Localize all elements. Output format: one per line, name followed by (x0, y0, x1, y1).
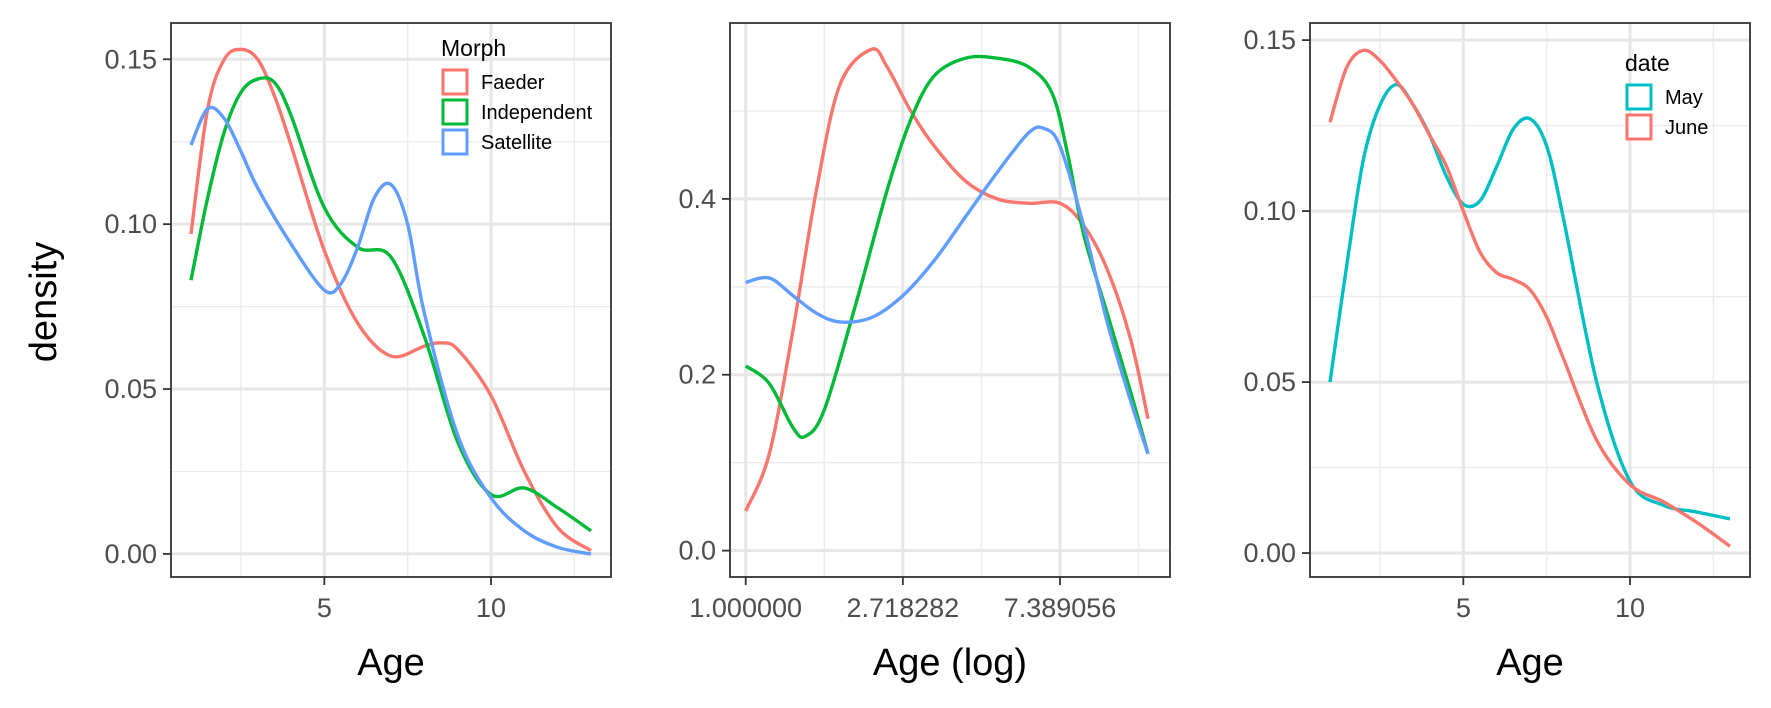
panel-3-x-tick-label: 5 (1456, 593, 1471, 623)
panel-1-plot-background (171, 23, 611, 577)
panel-1-legend-label-satellite: Satellite (481, 132, 552, 154)
panel-2-panel-border (729, 22, 1171, 578)
panel-1: 0.00 0.05 0.10 0.15 5 10 Age Morph Faeder Indepen… (104, 22, 612, 684)
panel-1-legend-title: Morph (441, 35, 506, 61)
panel-1-legend-key-independent (441, 98, 469, 126)
panel-2-series-satellite-line (745, 125, 1150, 455)
panel-1-y-tick-label: 0.00 (104, 539, 157, 569)
panel-2-y-tick-label: 0.0 (678, 536, 716, 566)
panel-3-legend-key-june (1625, 113, 1653, 141)
panel-1-x-tick-label: 5 (317, 593, 332, 623)
panel-3-y-tick-label: 0.00 (1243, 538, 1296, 568)
panel-3-plot-background (1310, 23, 1750, 577)
panel-1-x-axis-title: Age (357, 642, 425, 684)
panel-2-y-tick-label: 0.4 (678, 184, 716, 214)
panel-2-x-tick-label: 1.000000 (689, 593, 802, 623)
panel-1-series-satellite-line (189, 105, 592, 556)
panel-1-panel-border (170, 22, 612, 578)
panel-1-y-tick-label: 0.10 (104, 209, 157, 239)
panel-1-series-independent-line (189, 76, 592, 533)
panel-1-y-axis-title: density (23, 242, 65, 362)
panel-3-y-tick-label: 0.05 (1243, 367, 1296, 397)
panel-3-legend-label-may: May (1665, 87, 1703, 109)
panel-3-series-june-line (1328, 48, 1731, 548)
panel-3-legend-title: date (1625, 50, 1670, 76)
panel-3-series-may-line (1328, 82, 1731, 521)
panel-1-y-tick-label: 0.15 (104, 44, 157, 74)
panel-2: 0.0 0.2 0.4 1.000000 2.718282 7.389056 Age (lo… (678, 22, 1171, 684)
panel-3-legend-key-may (1625, 83, 1653, 111)
panel-3-y-tick-label: 0.10 (1243, 196, 1296, 226)
panel-3-panel-border (1309, 22, 1751, 578)
panel-2-x-tick-label: 7.389056 (1004, 593, 1117, 623)
panel-1-series-faeder-line (189, 47, 592, 553)
panel-3-legend-label-june: June (1665, 117, 1708, 139)
panel-1-legend-key-satellite (441, 128, 469, 156)
panel-1-y-tick-label: 0.05 (104, 374, 157, 404)
panel-3: 0.00 0.05 0.10 0.15 5 10 Age date May June (1243, 22, 1751, 684)
panel-2-series-faeder-line (744, 47, 1150, 512)
panel-1-legend-label-independent: Independent (481, 102, 593, 124)
panel-2-y-tick-label: 0.2 (678, 360, 716, 390)
panel-1-legend-key-faeder (441, 68, 469, 96)
panel-2-x-axis-title: Age (log) (873, 642, 1027, 684)
panel-2-plot-background (730, 23, 1170, 577)
panel-3-y-tick-label: 0.15 (1243, 25, 1296, 55)
panel-2-x-tick-label: 2.718282 (847, 593, 960, 623)
panel-1-x-tick-label: 10 (476, 593, 506, 623)
panel-1-legend-label-faeder: Faeder (481, 72, 545, 94)
panel-3-x-tick-label: 10 (1615, 593, 1645, 623)
panel-3-x-axis-title: Age (1496, 642, 1564, 684)
